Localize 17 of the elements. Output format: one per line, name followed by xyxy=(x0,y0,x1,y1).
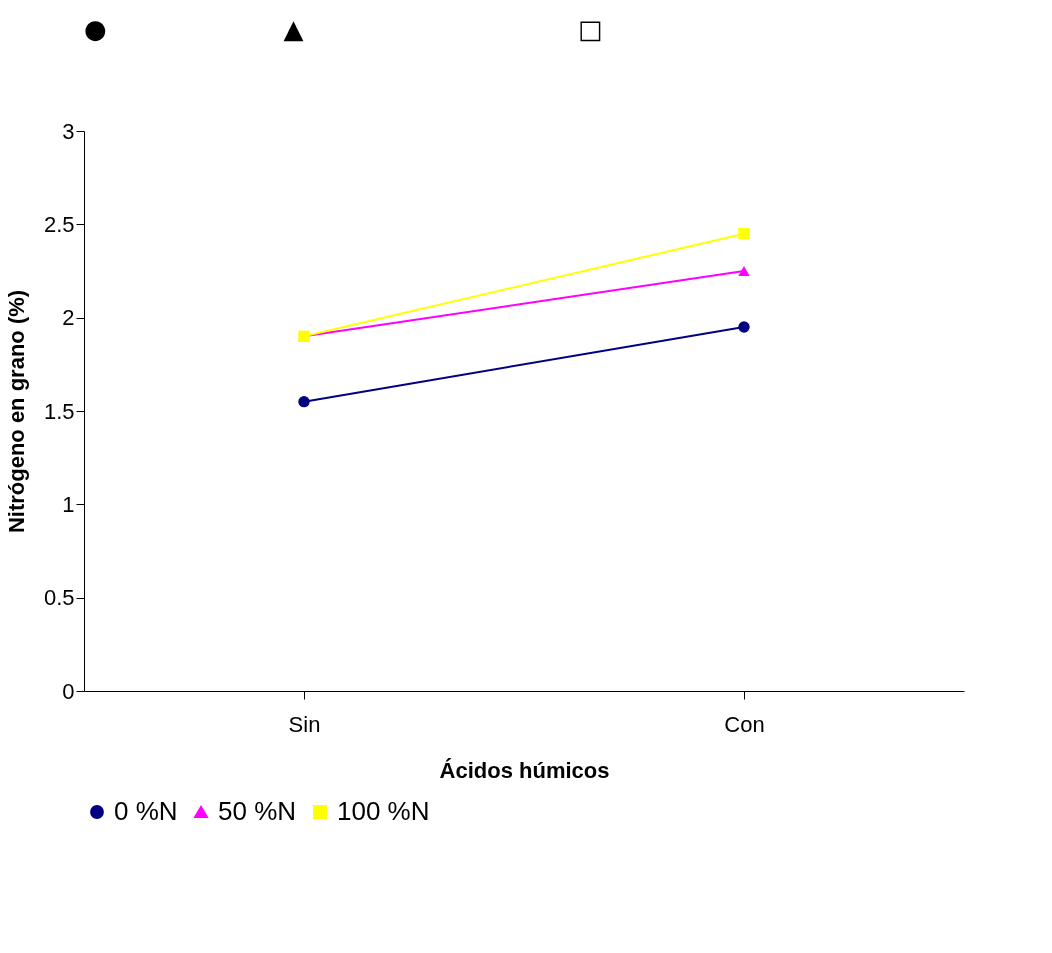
legend-label: 0 %N xyxy=(114,796,178,826)
x-tick-label: Sin xyxy=(288,711,321,737)
text: □ xyxy=(578,14,603,44)
y-axis-title: Nitrógeno en grano (%) xyxy=(3,289,29,534)
text: ● xyxy=(84,14,107,44)
y-tick-label: 2 xyxy=(62,305,75,331)
y-tick-label: 0.5 xyxy=(43,585,75,611)
legend-label: 50 %N xyxy=(218,796,297,826)
x-tick-label: Con xyxy=(724,711,765,737)
x-axis-title: Ácidos húmicos xyxy=(439,757,610,783)
legend-label: 100 %N xyxy=(337,796,430,826)
y-tick-label: 1.5 xyxy=(43,398,75,424)
y-tick-label: 0 xyxy=(62,678,75,704)
y-tick-label: 3 xyxy=(62,118,75,144)
text: ▲ xyxy=(283,14,304,44)
y-tick-label: 1 xyxy=(62,491,75,517)
y-tick-label: 2.5 xyxy=(43,211,75,237)
